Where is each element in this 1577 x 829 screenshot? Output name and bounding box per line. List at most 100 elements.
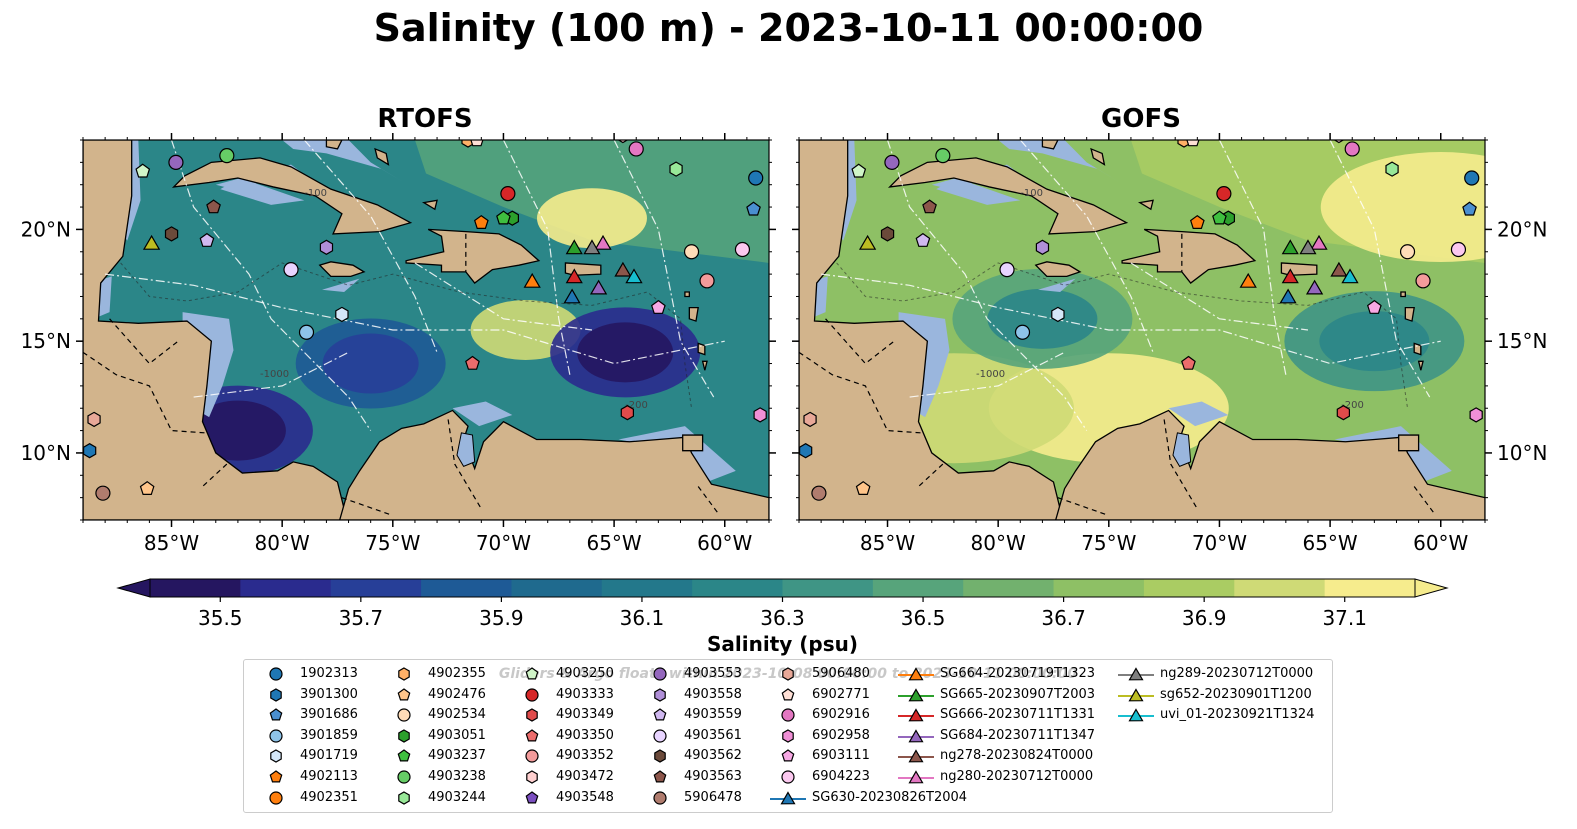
- gofs-depth-contour: [836, 262, 1409, 409]
- legend-marker-icon: [898, 667, 934, 681]
- rtofs-country-border: [109, 318, 179, 365]
- legend-marker: [908, 749, 924, 763]
- legend-entry-label: ng278-20230824T0000: [940, 748, 1094, 764]
- gofs-eez-boundary: [1019, 140, 1154, 353]
- rtofs-argo-marker: [139, 480, 155, 495]
- legend-entry-label: 4903559: [684, 707, 742, 723]
- rtofs-panel-title: RTOFS: [377, 104, 473, 134]
- legend-marker-icon: [654, 687, 666, 702]
- legend-marker-icon: [653, 729, 667, 743]
- gofs-argo-marker: [1464, 170, 1480, 186]
- legend-entry-label: 6903111: [812, 748, 870, 764]
- rtofs-glider-marker: [583, 239, 601, 255]
- rtofs-argo-marker: [95, 485, 111, 501]
- legend-marker-icon: [653, 770, 667, 783]
- legend-marker: [269, 770, 283, 783]
- rtofs-argo-marker: [475, 140, 483, 141]
- gofs-eez-boundary: [909, 351, 1065, 398]
- gofs-argo-marker: [803, 411, 817, 428]
- legend-marker: [782, 729, 794, 743]
- legend-entry-label: 4903333: [556, 686, 614, 702]
- colorbar-label: Salinity (psu): [707, 632, 858, 656]
- legend-marker-icon: [781, 770, 795, 784]
- legend-entry-label: 4903237: [428, 748, 486, 764]
- legend-entry-label: 4903472: [556, 769, 614, 784]
- rtofs-depth-contour-label: -200: [625, 400, 648, 411]
- gofs-land: [1404, 306, 1415, 322]
- rtofs-argo-marker: [748, 170, 764, 186]
- legend-entry-label: 4903350: [556, 727, 614, 743]
- gofs-country-border: [1413, 486, 1435, 514]
- gofs-land: [1090, 147, 1106, 166]
- legend-marker: [781, 708, 795, 722]
- legend-marker: [908, 729, 924, 743]
- gofs-argo-marker: [1191, 140, 1199, 141]
- gofs-country-border: [1163, 419, 1198, 510]
- legend-entry-label: SG665-20230907T2003: [940, 686, 1096, 702]
- gofs-high-salinity-area: [1320, 152, 1485, 263]
- rtofs-eez-boundary: [170, 140, 372, 431]
- gofs-ytick-label: 20°N: [1497, 217, 1547, 241]
- rtofs-land: [697, 342, 706, 356]
- gofs-land: [1041, 140, 1059, 150]
- legend-entry-label: 6904223: [812, 769, 870, 784]
- colorbar-segment: [240, 579, 332, 597]
- rtofs-land: [325, 140, 343, 150]
- gofs-xtick-label: 60°W: [1413, 531, 1468, 555]
- rtofs-argo-marker: [465, 355, 480, 370]
- legend-marker-icon: [781, 749, 795, 762]
- rtofs-argo-marker: [335, 306, 349, 323]
- gofs-eez-boundary: [886, 140, 1088, 431]
- gofs-argo-marker: [922, 199, 937, 214]
- rtofs-glider-marker: [565, 239, 583, 255]
- rtofs-argo-marker: [496, 210, 511, 225]
- gofs-argo-marker: [880, 226, 895, 242]
- gofs-depth-contour-label: -100: [1020, 188, 1043, 199]
- gofs-eez-boundary: [1130, 262, 1309, 331]
- legend-marker-icon: [898, 729, 934, 743]
- rtofs-land: [374, 147, 390, 166]
- legend-marker: [908, 667, 924, 681]
- figure-title: Salinity (100 m) - 2023-10-11 00:00:00: [373, 6, 1204, 50]
- legend-entry-label: 4903051: [428, 727, 486, 743]
- legend-marker: [653, 667, 667, 681]
- rtofs-high-salinity-area: [536, 188, 647, 249]
- gofs-land: [1398, 434, 1420, 452]
- gofs-argo-marker: [851, 163, 867, 178]
- rtofs-eez-boundary: [613, 140, 715, 398]
- legend-marker: [526, 708, 538, 722]
- legend-entry-label: 3901300: [300, 686, 358, 702]
- rtofs-argo-marker: [87, 411, 101, 428]
- gofs-shelf-area: [936, 178, 1021, 205]
- legend-entry-label: 6902771: [812, 686, 870, 702]
- colorbar-segment: [692, 579, 783, 597]
- legend-marker: [270, 687, 282, 702]
- legend-marker-icon: [398, 667, 410, 681]
- rtofs-xtick-label: 75°W: [365, 531, 420, 555]
- gofs-xtick-label: 85°W: [860, 531, 915, 555]
- legend-marker: [1128, 667, 1144, 681]
- rtofs-argo-marker: [319, 239, 334, 255]
- gofs-argo-marker: [1216, 186, 1232, 202]
- legend-entry-label: SG630-20230826T2004: [812, 789, 968, 805]
- legend-marker-icon: [781, 708, 795, 722]
- gofs-frame: [798, 139, 1486, 521]
- gofs-glider-marker: [1239, 272, 1257, 288]
- rtofs-map: -100 -1000 -200 85°W 80°W 75°W 70°W 65°W 60°W 20°…: [21, 133, 776, 555]
- rtofs-country-border: [697, 486, 719, 514]
- legend-entry-label: 4901719: [300, 748, 358, 764]
- legend-entry-label: 4903561: [684, 727, 742, 743]
- rtofs-argo-marker: [298, 324, 315, 340]
- gofs-glider-marker: [1299, 239, 1317, 255]
- gofs-argo-marker: [1035, 239, 1050, 255]
- legend-marker-icon: [269, 770, 283, 783]
- legend-entry-label: ng289-20230712T0000: [1160, 666, 1314, 681]
- legend-marker: [908, 770, 924, 784]
- legend-entry-label: 4902476: [428, 686, 486, 702]
- legend-marker: [269, 790, 283, 805]
- gofs-panel-title: GOFS: [1101, 104, 1181, 134]
- colorbar-segment: [782, 579, 874, 597]
- legend-entry-label: 4903349: [556, 707, 614, 723]
- legend-marker: [908, 687, 924, 702]
